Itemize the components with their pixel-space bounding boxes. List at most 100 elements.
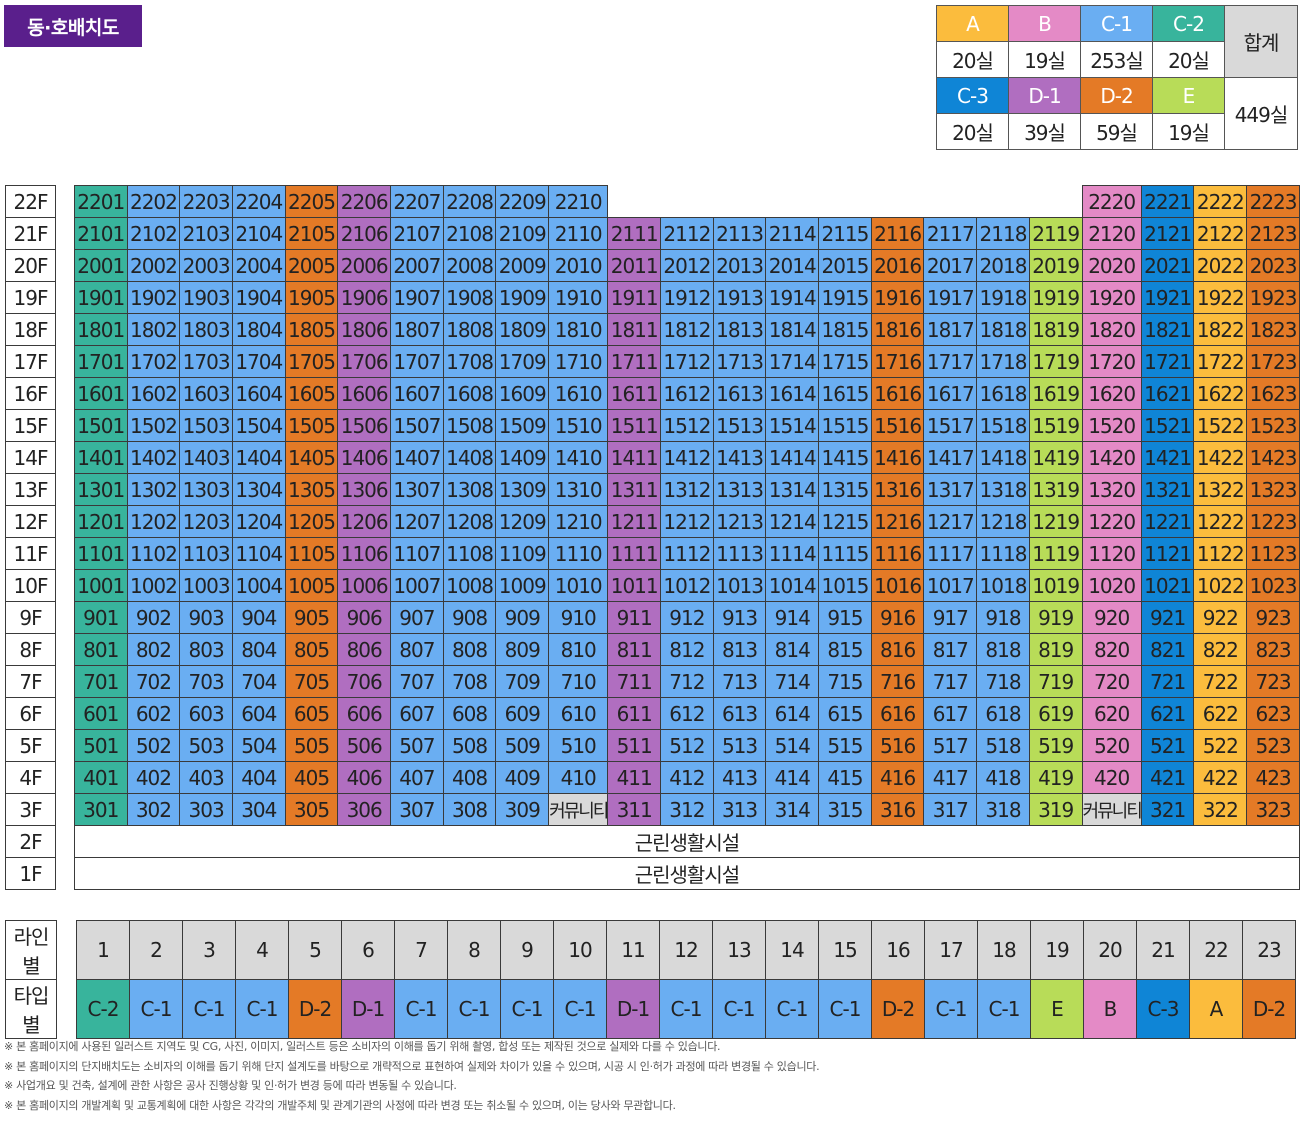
unit-cell: 1916 bbox=[870, 281, 925, 314]
unit-cell: 504 bbox=[231, 729, 286, 762]
unit-cell: 1311 bbox=[607, 473, 662, 506]
spacer bbox=[56, 602, 75, 634]
line-number-cell: 2 bbox=[129, 920, 183, 980]
unit-cell: 1620 bbox=[1081, 377, 1142, 410]
unit-cell: 322 bbox=[1193, 793, 1248, 826]
unit-cell: 1018 bbox=[976, 569, 1030, 602]
unit-cell: 710 bbox=[548, 665, 609, 698]
unit-cell: 811 bbox=[607, 633, 662, 666]
legend-count-E: 19실 bbox=[1152, 113, 1225, 150]
unit-cell: 2203 bbox=[179, 185, 233, 218]
unit-cell: 823 bbox=[1246, 633, 1300, 666]
disclaimer-note: ※ 본 홈페이지의 개발계획 및 교통계획에 대한 사항은 각각의 개발주체 및… bbox=[4, 1098, 676, 1112]
empty-cell bbox=[608, 186, 661, 218]
unit-cell: 1814 bbox=[765, 313, 820, 346]
unit-cell: 604 bbox=[231, 697, 286, 730]
unit-cell: 306 bbox=[337, 793, 392, 826]
unit-cell: 709 bbox=[495, 665, 550, 698]
floor-label: 5F bbox=[4, 729, 57, 762]
unit-cell: 1615 bbox=[818, 377, 872, 410]
floor-label: 18F bbox=[4, 313, 57, 346]
unit-cell: 805 bbox=[284, 633, 339, 666]
unit-cell: 411 bbox=[607, 761, 662, 794]
unit-cell: 1915 bbox=[818, 281, 872, 314]
unit-cell: 2005 bbox=[284, 249, 339, 282]
unit-cell: 408 bbox=[442, 761, 497, 794]
floor-label: 17F bbox=[4, 345, 57, 378]
unit-cell: 1621 bbox=[1140, 377, 1195, 410]
line-number-cell: 9 bbox=[500, 920, 554, 980]
unit-cell: 1306 bbox=[337, 473, 392, 506]
disclaimer-note: ※ 사업개요 및 건축, 설계에 관한 사항은 공사 진행상황 및 인·허가 변… bbox=[4, 1079, 457, 1092]
line-type-cell: C-1 bbox=[500, 979, 554, 1039]
unit-cell: 915 bbox=[818, 601, 872, 634]
line-number-cell: 1 bbox=[76, 920, 130, 980]
unit-cell: 1803 bbox=[179, 313, 233, 346]
unit-cell: 1612 bbox=[660, 377, 714, 410]
unit-cell: 1222 bbox=[1193, 505, 1248, 538]
unit-cell: 1503 bbox=[179, 409, 233, 442]
unit-cell: 1302 bbox=[126, 473, 181, 506]
unit-cell: 2220 bbox=[1081, 185, 1142, 218]
unit-cell: 1310 bbox=[548, 473, 609, 506]
spacer bbox=[56, 762, 75, 794]
unit-cell: 1009 bbox=[495, 569, 550, 602]
unit-cell: 818 bbox=[976, 633, 1030, 666]
unit-cell: 1521 bbox=[1140, 409, 1195, 442]
line-number-cell: 15 bbox=[818, 920, 872, 980]
floor-row: 17F 1701 1702 1703 1704 1705 1706 1707 1708 1709 1… bbox=[4, 345, 1300, 378]
unit-cell: 2107 bbox=[390, 217, 444, 250]
floor-row: 15F 1501 1502 1503 1504 1505 1506 1507 1508 1509 1… bbox=[4, 409, 1300, 442]
unit-cell: 1721 bbox=[1140, 345, 1195, 378]
floor-label: 7F bbox=[4, 665, 57, 698]
line-number-cell: 11 bbox=[606, 920, 660, 980]
unit-cell: 1211 bbox=[607, 505, 662, 538]
spacer bbox=[57, 921, 77, 980]
unit-cell: 1808 bbox=[442, 313, 497, 346]
unit-cell: 1213 bbox=[712, 505, 767, 538]
floor-row: 10F 1001 1002 1003 1004 1005 1006 1007 1008 1009 1… bbox=[4, 569, 1300, 602]
unit-cell: 1012 bbox=[660, 569, 714, 602]
unit-cell: 501 bbox=[73, 729, 128, 762]
unit-cell: 909 bbox=[495, 601, 550, 634]
floor-row: 9F 901 902 903 904 905 906 907 908 909 910 911 912 91… bbox=[4, 601, 1300, 634]
unit-cell: 418 bbox=[976, 761, 1030, 794]
unit-cell: 2201 bbox=[73, 185, 128, 218]
unit-cell: 317 bbox=[923, 793, 978, 826]
unit-cell: 1305 bbox=[284, 473, 339, 506]
line-type-cell: D-2 bbox=[288, 979, 342, 1039]
unit-cell: 314 bbox=[765, 793, 820, 826]
unit-cell: 2013 bbox=[712, 249, 767, 282]
unit-cell: 1017 bbox=[923, 569, 978, 602]
floor-label: 13F bbox=[4, 473, 57, 506]
unit-cell: 1401 bbox=[73, 441, 128, 474]
unit-cell: 1312 bbox=[660, 473, 714, 506]
unit-cell: 1911 bbox=[607, 281, 662, 314]
unit-cell: 1121 bbox=[1140, 537, 1195, 570]
unit-cell: 513 bbox=[712, 729, 767, 762]
unit-cell: 2102 bbox=[126, 217, 181, 250]
unit-cell: 1105 bbox=[284, 537, 339, 570]
unit-cell: 722 bbox=[1193, 665, 1248, 698]
unit-cell: 923 bbox=[1246, 601, 1300, 634]
unit-cell: 1506 bbox=[337, 409, 392, 442]
floor-row: 16F 1601 1602 1603 1604 1605 1606 1607 1608 1609 1… bbox=[4, 377, 1300, 410]
unit-cell: 1418 bbox=[976, 441, 1030, 474]
disclaimer-note: ※ 본 홈페이지에 사용된 일러스트 지역도 및 CG, 사진, 이미지, 일러… bbox=[4, 1040, 721, 1053]
unit-cell: 802 bbox=[126, 633, 181, 666]
line-number-cell: 4 bbox=[235, 920, 289, 980]
unit-cell: 309 bbox=[495, 793, 550, 826]
unit-cell: 1113 bbox=[712, 537, 767, 570]
unit-cell: 419 bbox=[1028, 761, 1083, 794]
unit-cell: 304 bbox=[231, 793, 286, 826]
unit-cell: 720 bbox=[1081, 665, 1142, 698]
unit-cell: 1405 bbox=[284, 441, 339, 474]
unit-cell: 1212 bbox=[660, 505, 714, 538]
unit-cell: 519 bbox=[1028, 729, 1083, 762]
unit-cell: 1301 bbox=[73, 473, 128, 506]
unit-cell: 1108 bbox=[442, 537, 497, 570]
unit-cell: 1715 bbox=[818, 345, 872, 378]
unit-cell: 1512 bbox=[660, 409, 714, 442]
unit-cell: 2111 bbox=[607, 217, 662, 250]
unit-cell: 2105 bbox=[284, 217, 339, 250]
